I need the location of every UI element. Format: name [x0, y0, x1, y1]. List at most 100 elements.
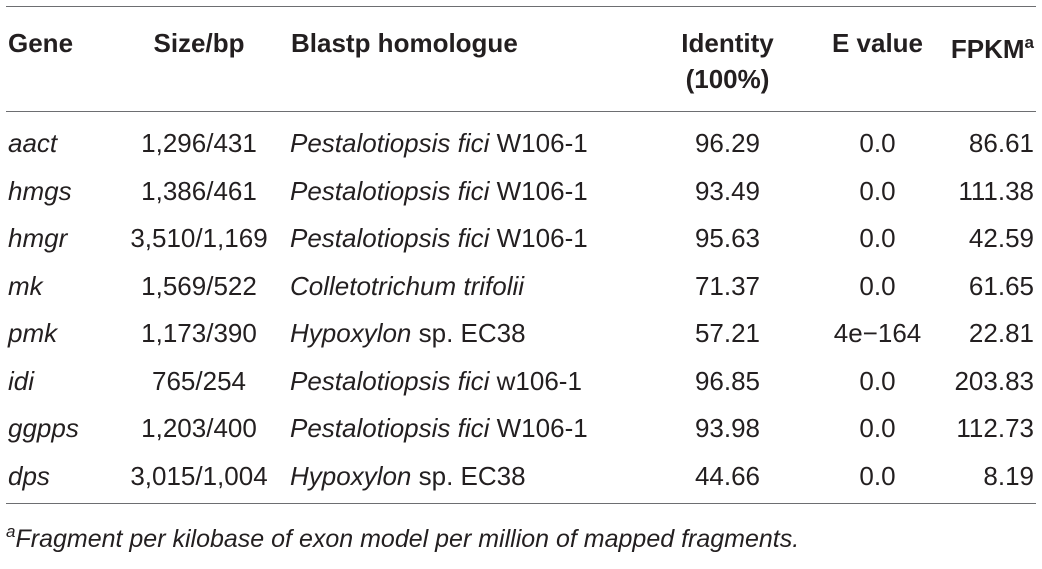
cell-gene: mk	[6, 263, 108, 311]
cell-evalue: 0.0	[815, 215, 940, 263]
header-gene: Gene	[8, 28, 74, 58]
cell-fpkm: 86.61	[940, 112, 1036, 168]
cell-size: 1,386/461	[108, 168, 290, 216]
table-row: idi 765/254 Pestalotiopsis fici w106-1 96.8…	[6, 358, 1036, 406]
cell-evalue: 0.0	[815, 358, 940, 406]
header-evalue: E value	[831, 28, 924, 58]
cell-gene-text: idi	[8, 365, 35, 396]
cell-size: 3,015/1,004	[108, 453, 290, 504]
header-homologue: Blastp homologue	[291, 28, 518, 58]
cell-strain-text: sp. EC38	[411, 460, 526, 491]
cell-size: 1,569/522	[108, 263, 290, 311]
cell-size: 765/254	[108, 358, 290, 406]
header-row: Gene Size/bp Blastp homologue Identity (…	[6, 6, 1036, 112]
cell-fpkm-text: 22.81	[968, 318, 1034, 348]
cell-evalue: 0.0	[815, 405, 940, 453]
cell-size: 1,203/400	[108, 405, 290, 453]
cell-gene-text: mk	[8, 270, 43, 301]
cell-evalue: 0.0	[815, 453, 940, 504]
header-identity-line1: Identity	[681, 28, 774, 58]
cell-gene: ggpps	[6, 405, 108, 453]
cell-gene: aact	[6, 112, 108, 168]
cell-evalue-text: 0.0	[859, 460, 896, 491]
cell-fpkm-text: 112.73	[956, 413, 1034, 443]
cell-evalue-text: 4e−164	[833, 318, 922, 348]
cell-identity: 57.21	[640, 310, 815, 358]
cell-fpkm: 42.59	[940, 215, 1036, 263]
cell-size-text: 1,296/431	[141, 128, 257, 158]
table-row: aact 1,296/431 Pestalotiopsis fici W106-1 9…	[6, 112, 1036, 168]
cell-fpkm: 8.19	[940, 453, 1036, 504]
cell-identity-text: 95.63	[694, 223, 761, 253]
cell-homologue: Colletotrichum trifolii	[290, 263, 640, 311]
cell-homologue: Pestalotiopsis fici W106-1	[290, 215, 640, 263]
cell-identity-text: 93.49	[694, 175, 761, 206]
cell-evalue: 0.0	[815, 112, 940, 168]
table-row: pmk 1,173/390 Hypoxylon sp. EC38 57.21 4e−16…	[6, 310, 1036, 358]
cell-species-text: Pestalotiopsis fici	[290, 223, 490, 253]
cell-gene-text: aact	[8, 128, 58, 158]
header-identity-line2: (100%)	[685, 64, 770, 94]
header-fpkm-label: FPKM	[950, 34, 1025, 64]
cell-identity: 96.85	[640, 358, 815, 406]
data-table-container: Gene Size/bp Blastp homologue Identity (…	[6, 6, 1036, 504]
cell-evalue-text: 0.0	[859, 270, 896, 301]
cell-fpkm-text: 86.61	[968, 128, 1034, 158]
cell-homologue: Pestalotiopsis fici W106-1	[290, 112, 640, 168]
cell-identity: 71.37	[640, 263, 815, 311]
header-size: Size/bp	[153, 28, 245, 58]
cell-species-text: Colletotrichum trifolii	[290, 270, 525, 301]
cell-gene: hmgs	[6, 168, 108, 216]
cell-strain-text: W106-1	[489, 175, 588, 206]
header-fpkm: FPKMa	[940, 7, 1036, 112]
cell-size-text: 1,173/390	[141, 318, 257, 348]
cell-species-text: Hypoxylon	[290, 318, 412, 348]
cell-gene: pmk	[6, 310, 108, 358]
cell-fpkm-text: 203.83	[954, 365, 1034, 396]
cell-evalue-text: 0.0	[859, 413, 896, 443]
cell-gene-text: hmgr	[8, 223, 68, 253]
cell-size: 3,510/1,169	[108, 215, 290, 263]
cell-fpkm: 112.73	[940, 405, 1036, 453]
cell-fpkm-text: 8.19	[983, 460, 1034, 491]
cell-evalue-text: 0.0	[859, 128, 896, 158]
cell-gene-text: hmgs	[8, 175, 72, 206]
cell-gene-text: dps	[8, 460, 50, 491]
cell-size-text: 3,510/1,169	[130, 223, 268, 253]
table-row: hmgr 3,510/1,169 Pestalotiopsis fici W106-…	[6, 215, 1036, 263]
cell-size-text: 3,015/1,004	[130, 460, 268, 491]
cell-evalue: 0.0	[815, 168, 940, 216]
cell-identity: 95.63	[640, 215, 815, 263]
table-row: ggpps 1,203/400 Pestalotiopsis fici W106-1…	[6, 405, 1036, 453]
cell-size-text: 1,386/461	[141, 175, 257, 206]
cell-identity-text: 57.21	[694, 318, 761, 348]
table-footnote: aFragment per kilobase of exon model per…	[6, 522, 799, 554]
cell-homologue: Hypoxylon sp. EC38	[290, 310, 640, 358]
cell-homologue: Pestalotiopsis fici w106-1	[290, 358, 640, 406]
cell-fpkm-text: 42.59	[968, 223, 1034, 253]
cell-gene: idi	[6, 358, 108, 406]
cell-gene-text: pmk	[8, 318, 58, 348]
cell-homologue: Pestalotiopsis fici W106-1	[290, 168, 640, 216]
cell-size: 1,296/431	[108, 112, 290, 168]
cell-identity-text: 96.29	[694, 128, 761, 158]
cell-identity-text: 44.66	[694, 460, 761, 491]
cell-evalue: 4e−164	[815, 310, 940, 358]
cell-strain-text: W106-1	[489, 223, 588, 253]
cell-fpkm: 61.65	[940, 263, 1036, 311]
cell-size-text: 1,569/522	[141, 270, 257, 301]
cell-identity-text: 71.37	[694, 270, 761, 301]
cell-identity: 93.49	[640, 168, 815, 216]
cell-fpkm: 22.81	[940, 310, 1036, 358]
cell-homologue: Pestalotiopsis fici W106-1	[290, 405, 640, 453]
cell-fpkm-text: 111.38	[958, 175, 1034, 206]
cell-strain-text: W106-1	[489, 413, 588, 443]
cell-evalue-text: 0.0	[859, 223, 896, 253]
cell-size: 1,173/390	[108, 310, 290, 358]
cell-gene-text: ggpps	[8, 413, 79, 443]
gene-table: Gene Size/bp Blastp homologue Identity (…	[6, 6, 1036, 504]
header-identity: Identity (100%)	[640, 7, 815, 112]
cell-species-text: Pestalotiopsis fici	[290, 365, 490, 396]
cell-size-text: 1,203/400	[141, 413, 257, 443]
cell-fpkm: 111.38	[940, 168, 1036, 216]
